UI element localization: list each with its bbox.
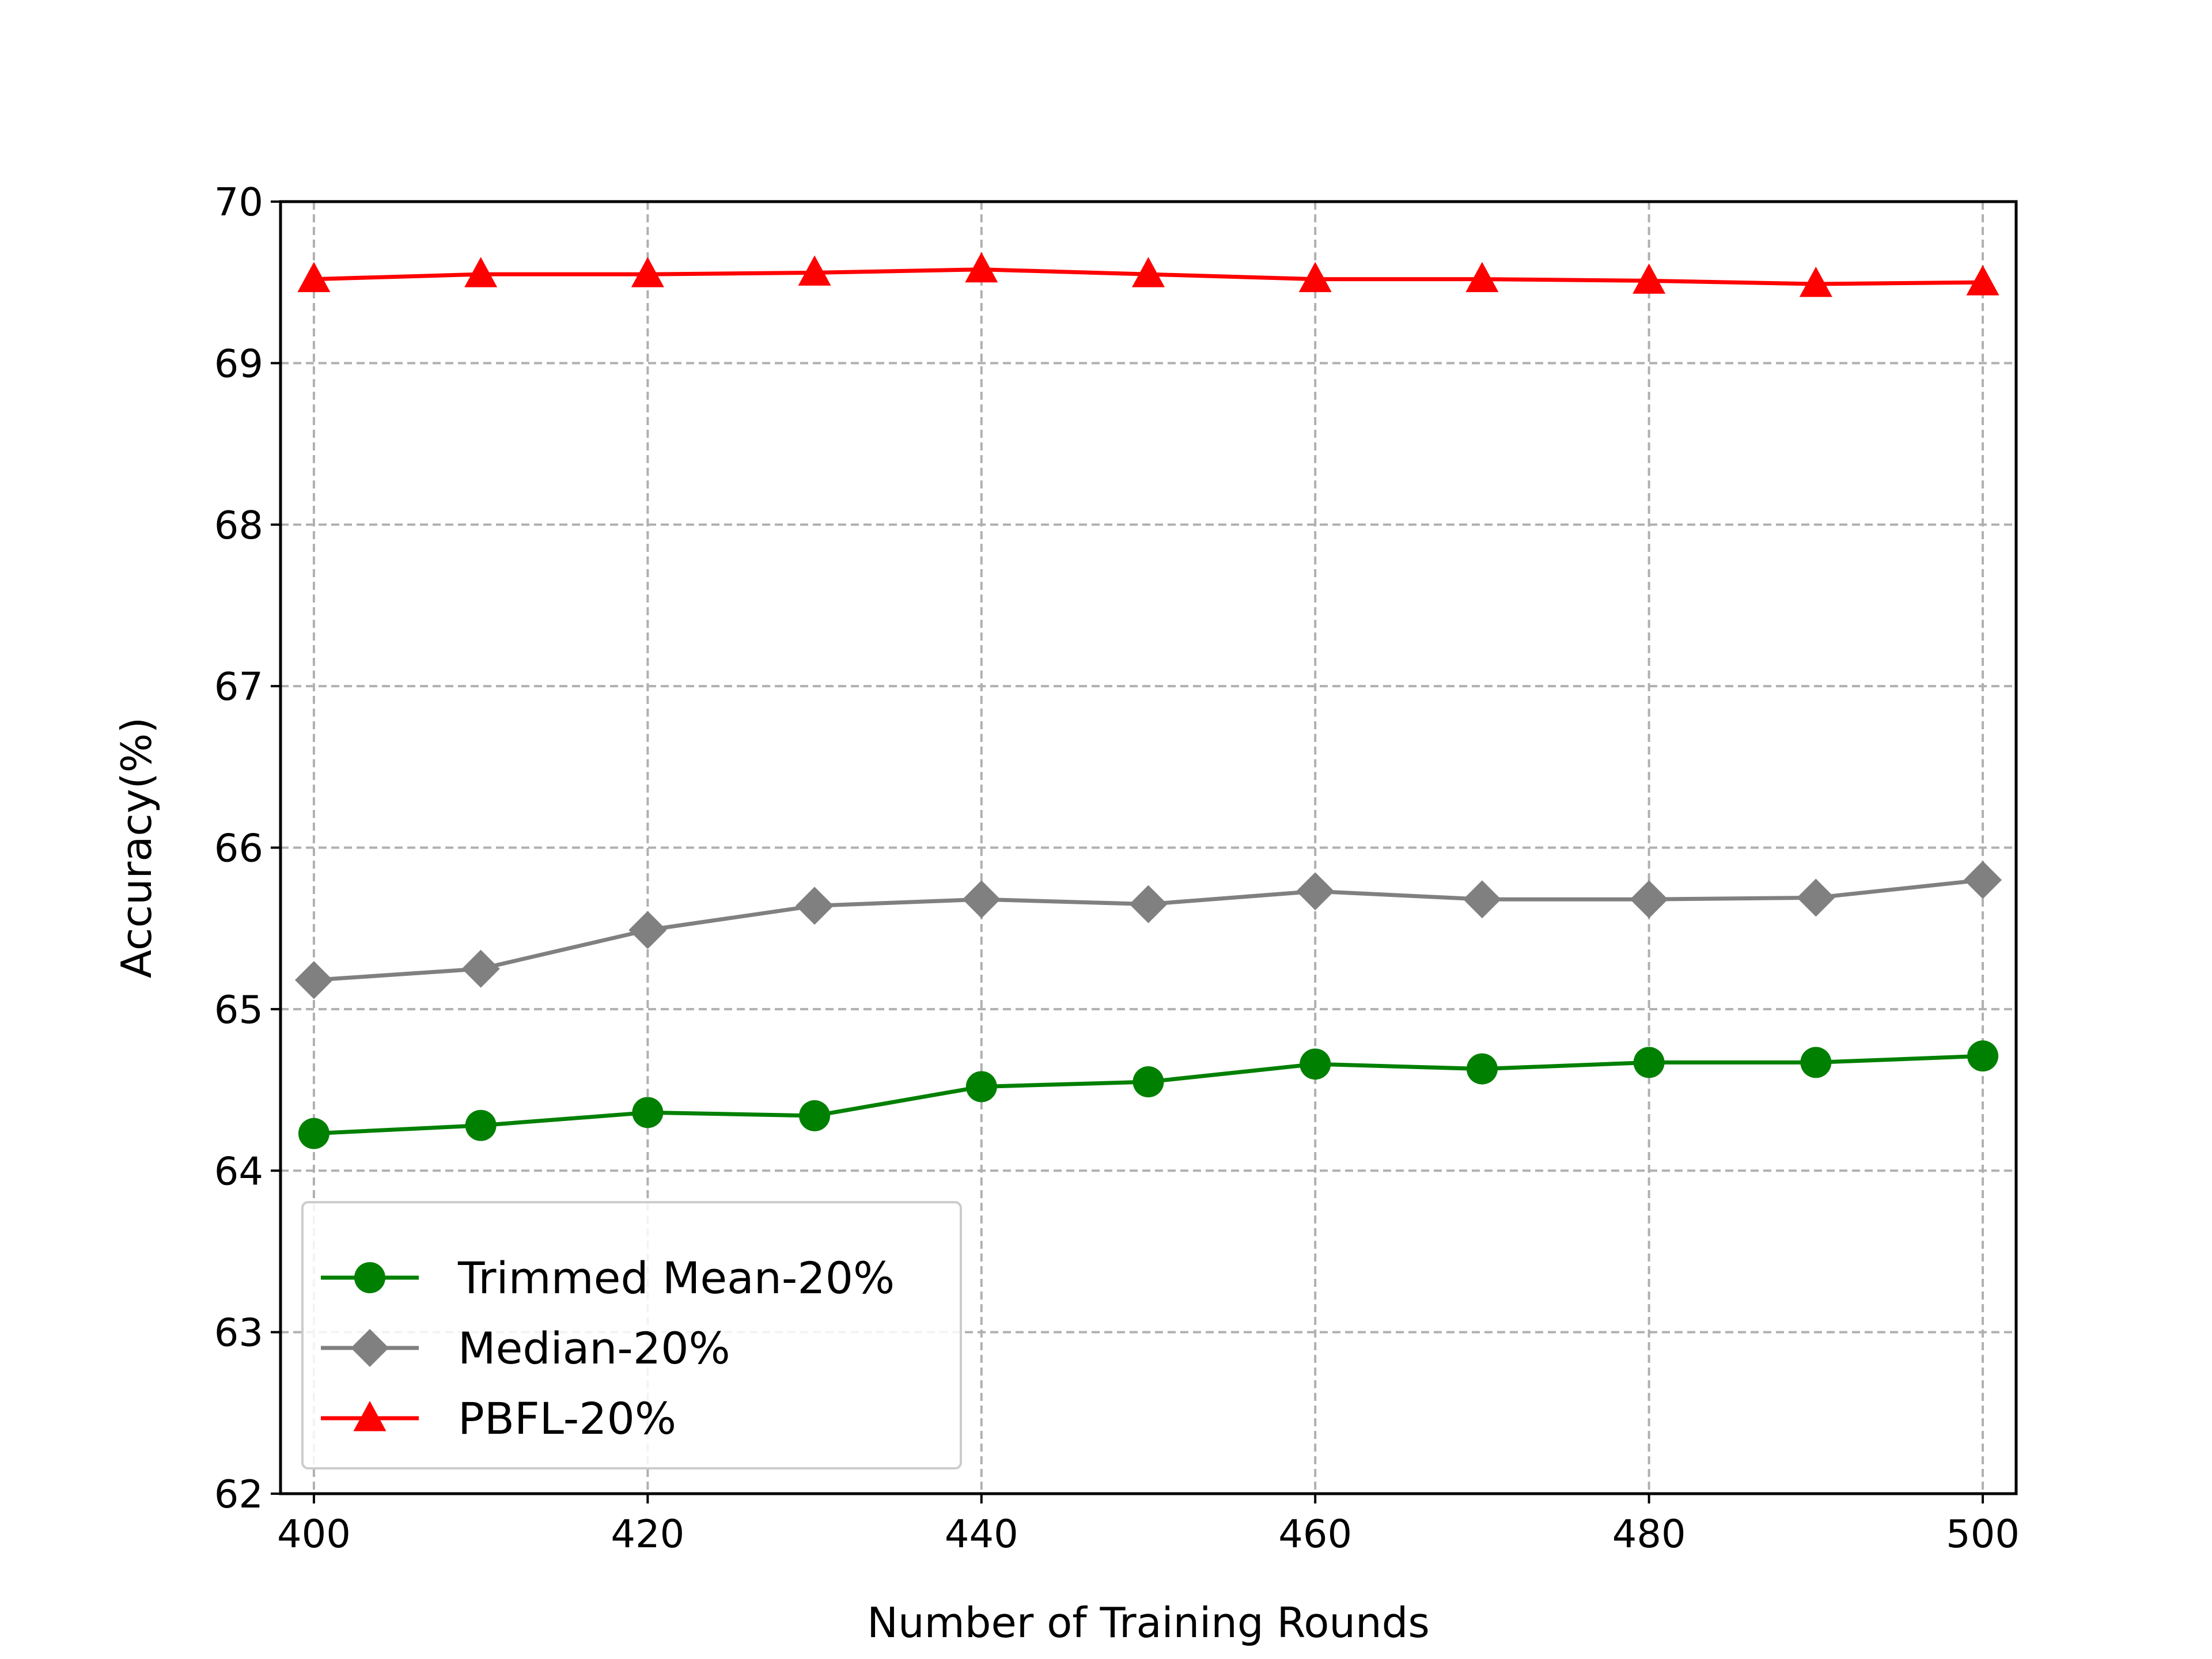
data-point [628,911,667,949]
data-point [1799,266,1832,297]
legend-marker [353,1401,387,1431]
y-tick-label: 65 [214,987,263,1032]
legend: Trimmed Mean-20% Median-20% PBFL-20% [301,1201,962,1469]
y-tick-label: 66 [214,826,263,871]
data-point [1633,1047,1665,1078]
legend-marker [354,1262,385,1293]
data-point [1132,257,1165,287]
data-point [1129,885,1168,923]
data-point [1296,872,1335,911]
data-point [461,949,500,988]
data-point [1797,878,1835,917]
data-point [962,880,1001,919]
data-point [965,1071,997,1103]
y-tick-label: 68 [214,503,263,548]
y-tick-label: 64 [214,1149,263,1194]
x-tick-label: 460 [1278,1512,1352,1556]
data-point [1298,262,1332,293]
y-tick-label: 70 [214,180,263,225]
legend-label: Median-20% [458,1323,730,1374]
data-point [1630,880,1668,919]
data-point [1633,263,1666,294]
data-point [294,961,333,999]
data-point [965,252,998,283]
axis-ticks: 400 420 440 460 480 500 62 63 64 65 66 67 68 69 70 [214,180,2020,1556]
data-point [1300,1048,1331,1080]
legend-entry: Median-20% [321,1323,730,1374]
data-point [632,1097,664,1128]
data-point [1463,880,1501,919]
x-tick-label: 500 [1946,1512,2020,1556]
series-0 [298,1040,1999,1149]
x-tick-label: 440 [945,1512,1018,1556]
legend-box [301,1201,962,1469]
y-tick-label: 67 [214,664,263,709]
data-point [297,262,331,293]
data-point [464,257,498,287]
data-point [1465,262,1499,293]
legend-marker [351,1329,389,1367]
y-axis-label: Accuracy(%) [112,717,161,978]
data-point [465,1109,497,1141]
data-point [1967,1040,1999,1072]
data-point [298,1118,329,1149]
x-tick-label: 480 [1612,1512,1686,1556]
data-point [1132,1066,1164,1098]
legend-entry: PBFL-20% [321,1393,676,1444]
legend-label: PBFL-20% [458,1393,676,1444]
y-tick-label: 63 [214,1310,263,1355]
legend-entry: Trimmed Mean-20% [321,1252,895,1304]
legend-label: Trimmed Mean-20% [457,1252,895,1304]
data-point [1964,861,2002,899]
series-2 [297,252,1999,297]
y-tick-label: 69 [214,341,263,386]
data-point [1800,1047,1832,1078]
data-point [1966,265,1999,296]
series-layer [294,252,2002,1149]
data-point [796,887,834,925]
data-point [1466,1053,1498,1085]
x-axis-label: Number of Training Rounds [867,1599,1430,1647]
x-tick-label: 420 [611,1512,684,1556]
y-tick-label: 62 [214,1472,263,1517]
data-point [798,255,831,286]
data-point [799,1100,831,1131]
x-tick-label: 400 [277,1512,351,1556]
series-1 [294,861,2002,999]
data-point [631,257,664,287]
